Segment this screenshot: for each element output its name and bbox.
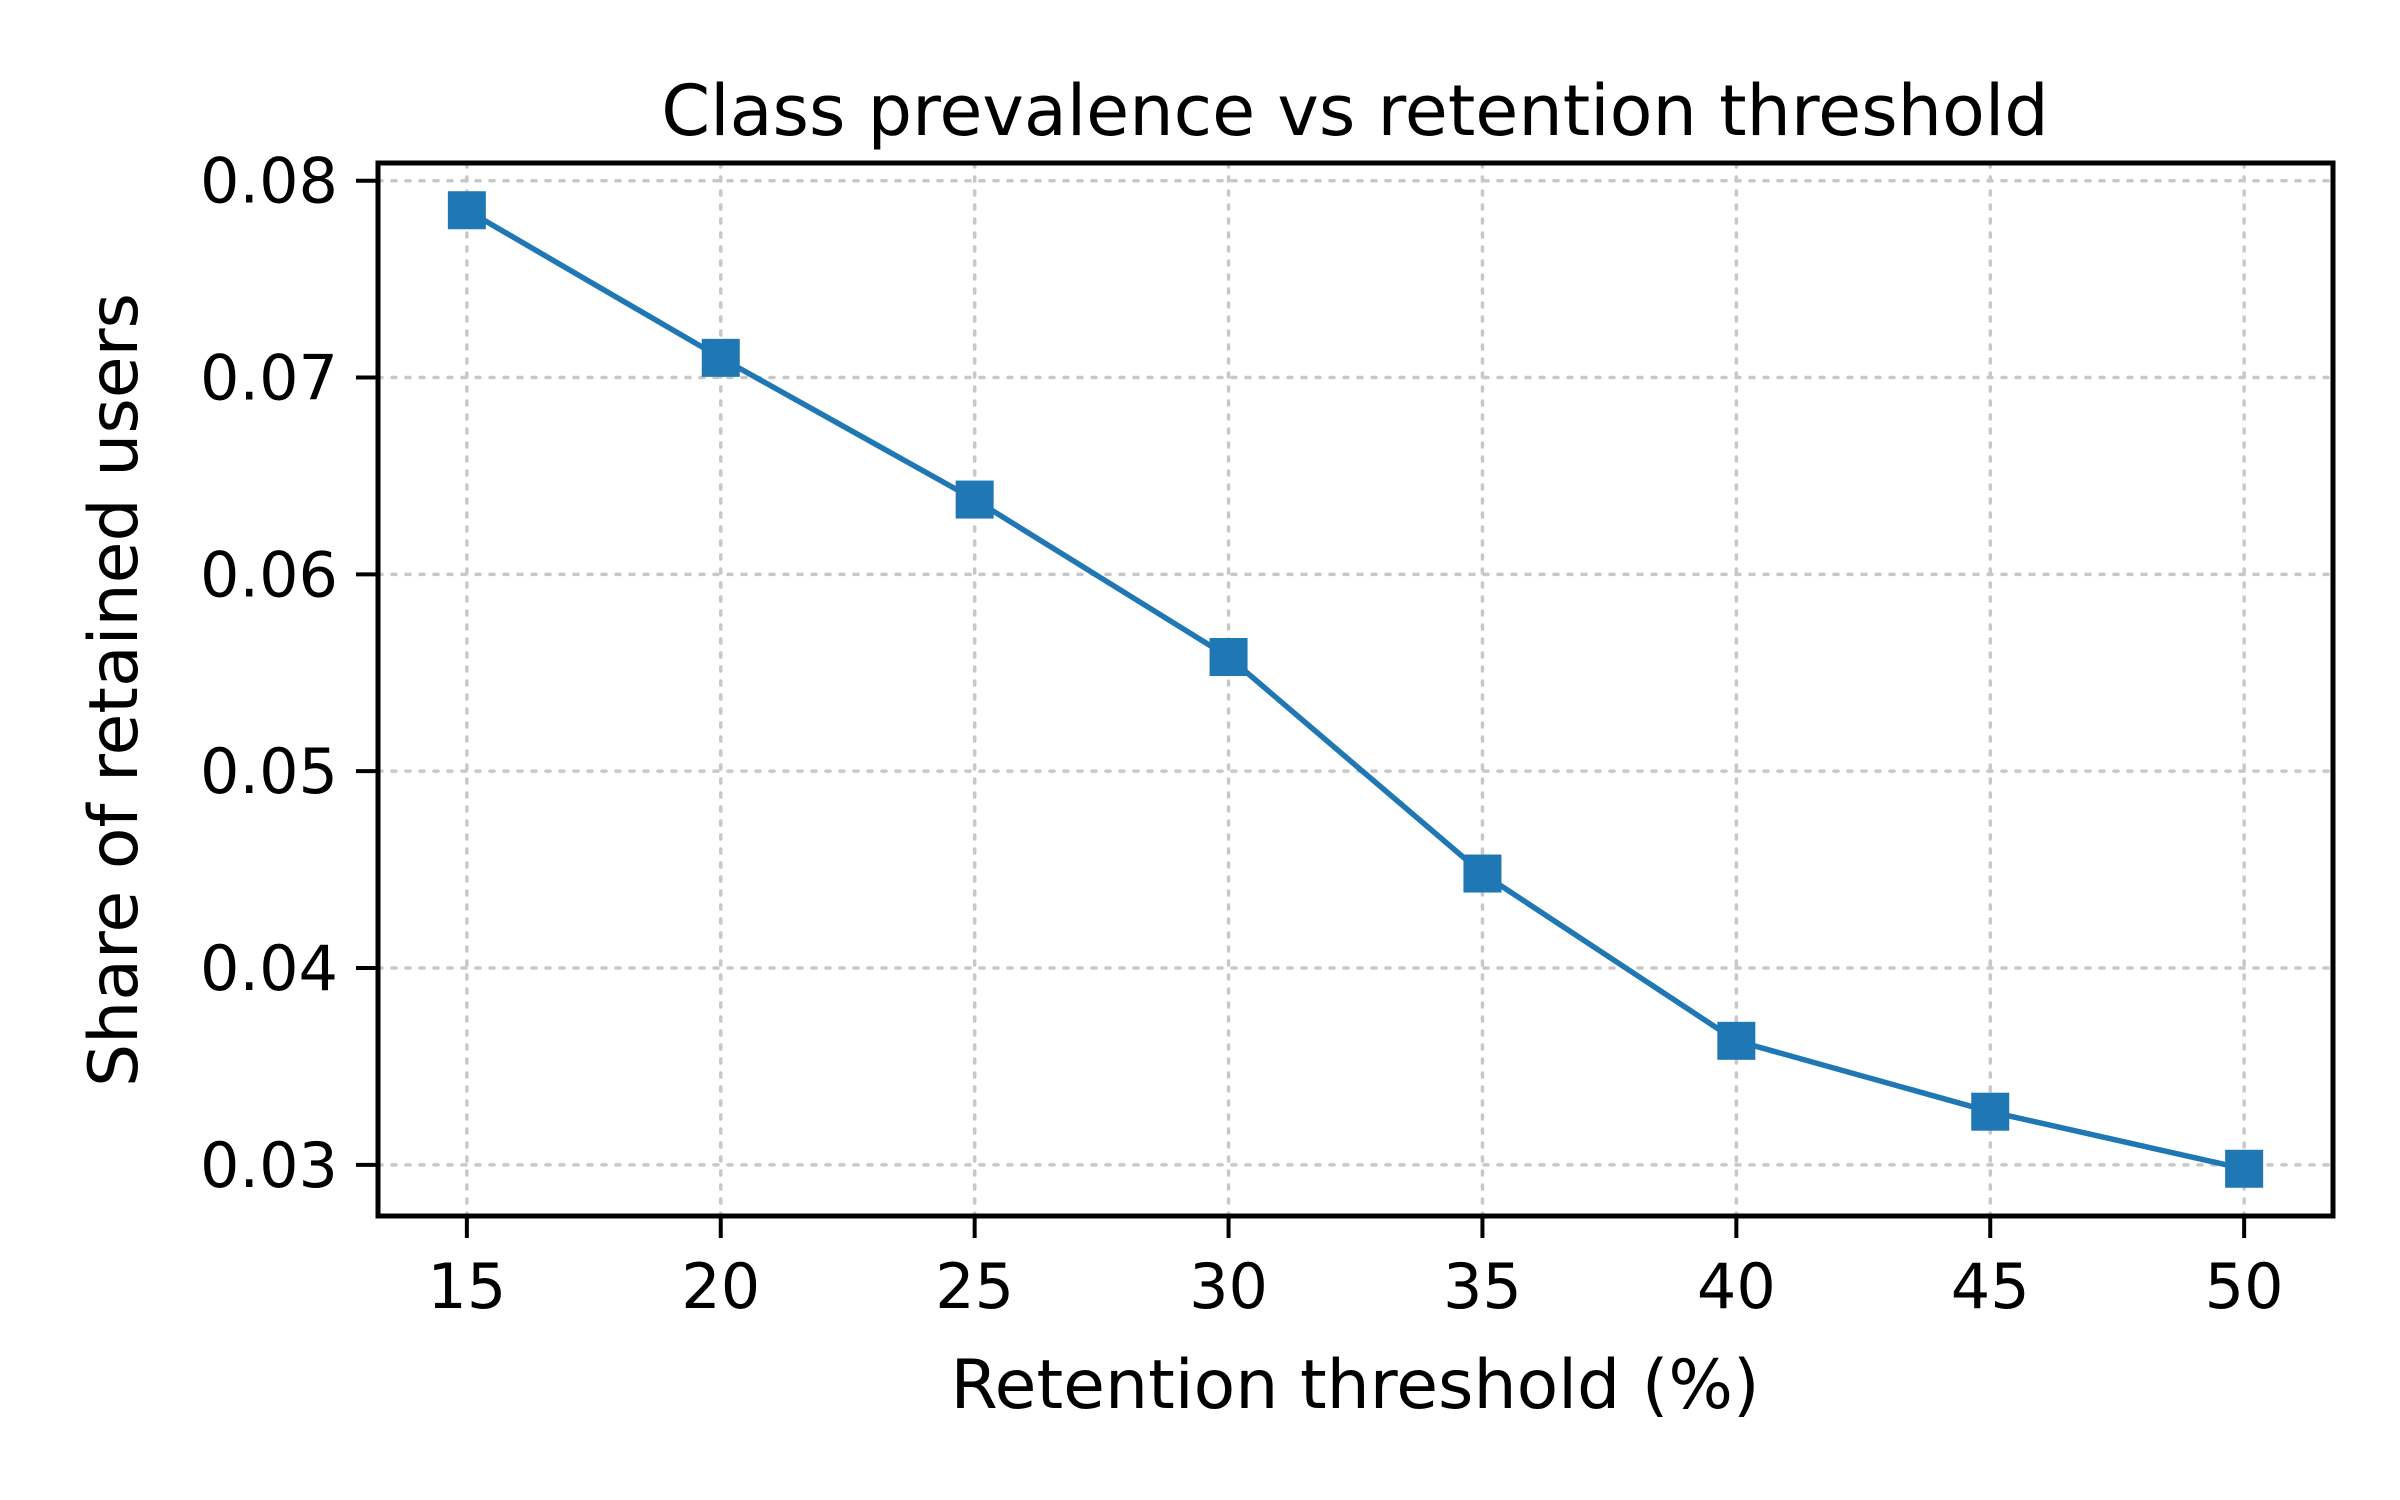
y-tick-label: 0.05 (200, 735, 338, 808)
data-point-marker (1463, 854, 1502, 893)
series-line (465, 207, 2245, 1172)
grid-lines (376, 161, 2335, 1218)
data-point-marker (2225, 1149, 2264, 1188)
x-axis-label: Retention threshold (%) (950, 1346, 1759, 1425)
data-point-marker (1971, 1092, 2010, 1131)
y-tick-label: 0.04 (200, 932, 338, 1005)
y-tick-label: 0.07 (200, 342, 338, 415)
data-point-marker (1717, 1021, 1756, 1060)
plot-area-frame (375, 160, 2336, 1219)
chart-title: Class prevalence vs retention threshold (661, 70, 2049, 152)
y-tick-label: 0.08 (200, 145, 338, 218)
x-axis-ticks: 15 20 25 30 35 40 45 50 (427, 1216, 2284, 1323)
x-tick-label: 25 (935, 1250, 1014, 1323)
data-point-marker (447, 191, 486, 230)
data-point-marker (955, 480, 994, 519)
data-point-marker (701, 338, 740, 377)
y-axis-ticks: 0.03 0.04 0.05 0.06 0.07 0.08 (200, 145, 378, 1202)
y-axis-label: Share of retained users (75, 293, 154, 1087)
x-tick-label: 20 (681, 1250, 760, 1323)
data-series (447, 191, 2264, 1188)
y-tick-label: 0.06 (200, 538, 338, 611)
y-tick-label: 0.03 (200, 1129, 338, 1202)
x-tick-label: 15 (427, 1250, 506, 1323)
x-tick-label: 30 (1189, 1250, 1268, 1323)
data-point-marker (1209, 638, 1248, 677)
x-tick-label: 50 (2205, 1250, 2284, 1323)
x-tick-label: 45 (1951, 1250, 2030, 1323)
x-tick-label: 35 (1443, 1250, 1522, 1323)
x-tick-label: 40 (1697, 1250, 1776, 1323)
